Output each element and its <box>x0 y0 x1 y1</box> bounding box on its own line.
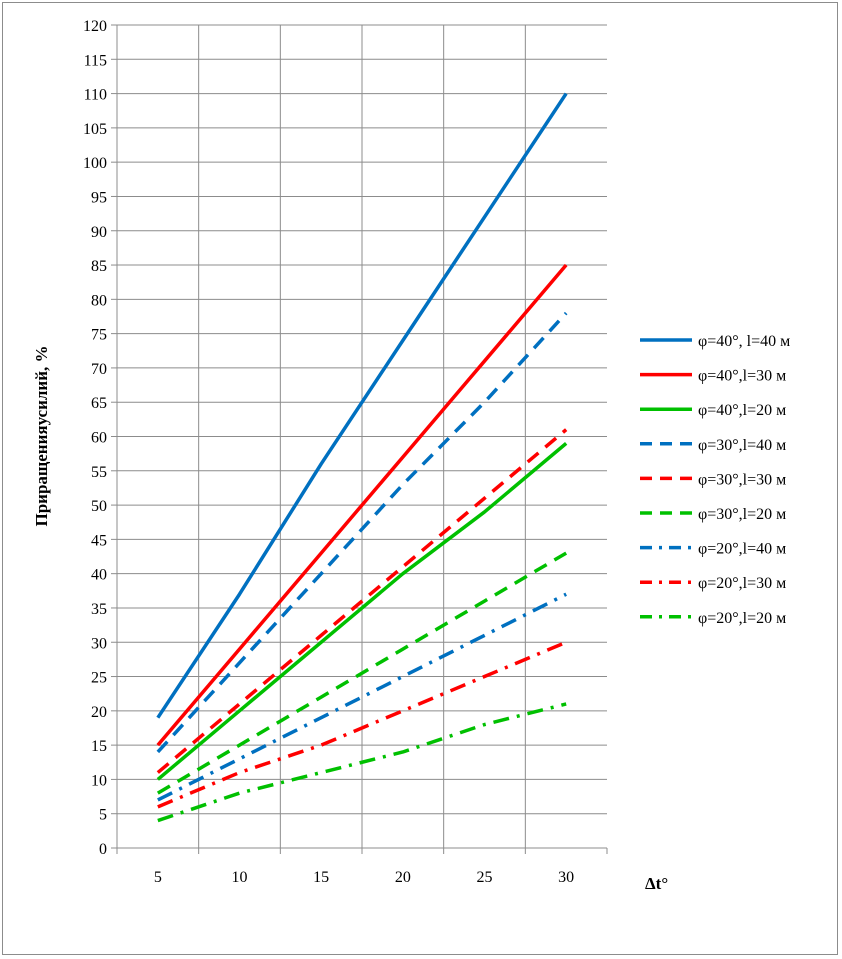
x-tick-label: 15 <box>313 869 329 886</box>
legend-label: φ=30°,l=30 м <box>698 471 786 488</box>
y-tick-label: 55 <box>91 464 107 481</box>
y-tick-label: 75 <box>91 327 107 344</box>
x-tick-label: 10 <box>232 869 248 886</box>
series-line <box>156 428 568 774</box>
y-axis-title: Приращенияусилий, % <box>32 345 51 526</box>
y-tick-label: 70 <box>91 361 107 378</box>
series-line <box>156 263 568 747</box>
legend-label: φ=20°,l=20 м <box>698 610 786 627</box>
gridlines <box>117 24 607 848</box>
series-line <box>156 92 568 719</box>
y-tick-label: 80 <box>91 292 107 309</box>
x-tick-label: 5 <box>154 869 162 886</box>
legend-label: φ=20°,l=30 м <box>698 575 786 592</box>
y-tick-label: 10 <box>91 772 107 789</box>
y-tick-label: 25 <box>91 670 107 687</box>
y-tick-label: 120 <box>83 18 107 35</box>
y-tick-label: 110 <box>84 87 107 104</box>
legend: φ=40°, l=40 м φ=40°,l=30 м φ=40°,l=20 м φ=3… <box>640 333 790 627</box>
x-tick-label: 20 <box>395 869 411 886</box>
y-tick-label: 65 <box>91 395 107 412</box>
y-tick-label: 50 <box>91 498 107 515</box>
y-tick-labels: 0 5 10 15 20 25 30 35 40 45 50 55 60 65 70 75 80 85 90 95 10… <box>83 18 107 858</box>
y-tick-label: 115 <box>84 52 107 69</box>
axes <box>111 24 608 854</box>
y-tick-label: 90 <box>91 224 107 241</box>
series-line <box>157 640 567 809</box>
legend-label: φ=40°,l=20 м <box>698 402 786 419</box>
series-lines <box>156 92 568 823</box>
series-line <box>156 311 568 754</box>
series-line <box>156 442 568 781</box>
y-tick-label: 45 <box>91 532 107 549</box>
y-tick-label: 5 <box>99 807 107 824</box>
y-tick-label: 20 <box>91 704 107 721</box>
legend-label: φ=20°,l=40 м <box>698 541 786 558</box>
y-tick-label: 85 <box>91 258 107 275</box>
y-tick-label: 105 <box>83 121 107 138</box>
y-tick-label: 30 <box>91 635 107 652</box>
y-tick-label: 60 <box>91 430 107 447</box>
y-tick-label: 95 <box>91 189 107 206</box>
x-axis-title: Δt° <box>645 874 668 893</box>
x-tick-label: 25 <box>477 869 493 886</box>
series-line <box>157 702 567 823</box>
legend-label: φ=30°,l=40 м <box>698 437 786 454</box>
x-tick-label: 30 <box>558 869 574 886</box>
y-tick-label: 35 <box>91 601 107 618</box>
legend-label: φ=30°,l=20 м <box>698 506 786 523</box>
y-tick-label: 100 <box>83 155 107 172</box>
series-line <box>156 551 568 795</box>
legend-label: φ=40°,l=30 м <box>698 368 786 385</box>
legend-label: φ=40°, l=40 м <box>698 333 790 350</box>
y-tick-label: 40 <box>91 567 107 584</box>
x-tick-labels: 5 10 15 20 25 30 <box>154 869 574 886</box>
series-line <box>157 592 567 802</box>
y-tick-label: 15 <box>91 738 107 755</box>
y-tick-label: 0 <box>99 841 107 858</box>
